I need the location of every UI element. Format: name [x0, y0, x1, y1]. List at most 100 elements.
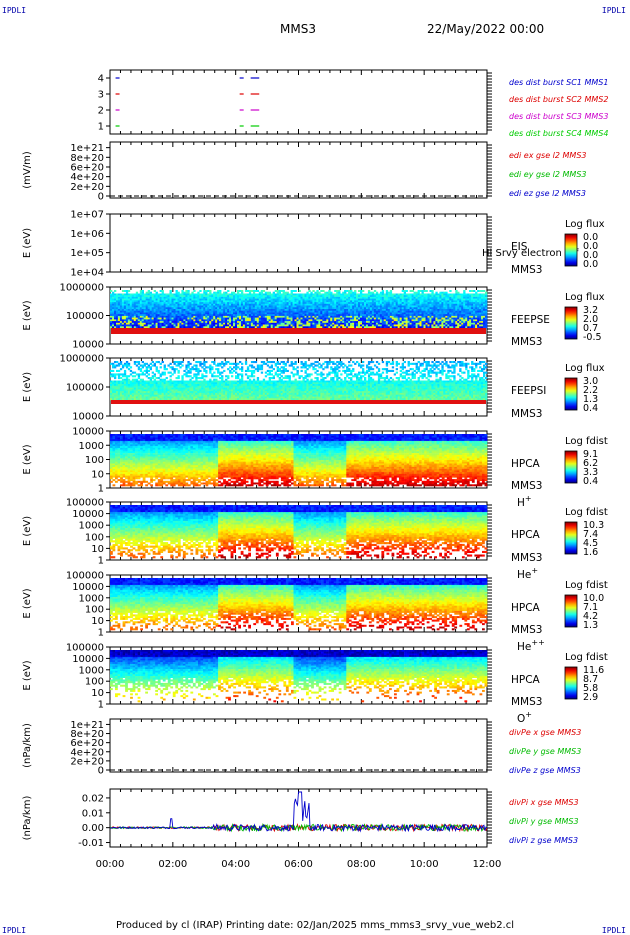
- spectrogram-cell: [281, 318, 283, 320]
- spectrogram-cell: [481, 325, 483, 327]
- spectrogram-cell: [451, 299, 453, 301]
- spectrogram-cell: [334, 318, 336, 320]
- spectrogram: [110, 290, 487, 334]
- spectrogram-cell: [402, 299, 404, 301]
- spectrogram-cell: [475, 325, 477, 327]
- spectrogram-cell: [130, 381, 132, 383]
- spectrogram-cell: [130, 393, 132, 395]
- spectrogram-cell: [124, 290, 126, 292]
- spectrogram-cell: [301, 311, 303, 313]
- spectrogram-cell: [124, 373, 126, 375]
- spectrogram-cell: [453, 299, 455, 301]
- spectrogram-cell: [453, 318, 455, 320]
- spectrogram-cell: [412, 290, 414, 292]
- spectrogram-cell: [459, 318, 461, 320]
- spectrogram-cell: [326, 325, 328, 327]
- spectrogram-cell: [384, 299, 386, 301]
- spectrogram-cell: [152, 306, 154, 308]
- spectrogram-cell: [130, 384, 132, 386]
- spectrogram-cell: [451, 325, 453, 327]
- spectrogram-cell: [447, 311, 449, 313]
- spectrogram-cell: [181, 318, 183, 320]
- y-tick-label: 100000: [66, 311, 104, 322]
- spectrogram-cell: [134, 299, 136, 301]
- spectrogram-cell: [144, 306, 146, 308]
- spectrogram-cell: [310, 311, 312, 313]
- spectrogram-cell: [457, 318, 459, 320]
- spectrogram-cell: [257, 311, 259, 313]
- spectrogram-cell: [189, 311, 191, 313]
- spectrogram-cell: [235, 299, 237, 301]
- spectrogram-cell: [449, 290, 451, 292]
- spectrogram-cell: [199, 299, 201, 301]
- spectrogram-cell: [469, 311, 471, 313]
- spectrogram-cell: [118, 395, 120, 397]
- spectrogram-cell: [126, 379, 128, 381]
- spectrogram-cell: [336, 318, 338, 320]
- spectrogram-cell: [481, 311, 483, 313]
- spectrogram-cell: [247, 325, 249, 327]
- spectrogram-cell: [114, 318, 116, 320]
- spectrogram-cell: [338, 299, 340, 301]
- spectrogram-cell: [424, 290, 426, 292]
- spectrogram-cell: [295, 311, 297, 313]
- spectrogram-cell: [112, 370, 114, 372]
- spectrogram-cell: [451, 318, 453, 320]
- spectrogram-cell: [435, 306, 437, 308]
- spectrogram-cell: [320, 325, 322, 327]
- spectrogram-cell: [358, 325, 360, 327]
- spectrogram-cell: [249, 325, 251, 327]
- spectrogram-cell: [310, 299, 312, 301]
- spectrogram-cell: [179, 306, 181, 308]
- spectrogram-cell: [289, 306, 291, 308]
- spectrogram-cell: [132, 384, 134, 386]
- spectrogram-cell: [471, 325, 473, 327]
- spectrogram-cell: [334, 325, 336, 327]
- spectrogram-cell: [457, 306, 459, 308]
- spectrogram-cell: [114, 375, 116, 377]
- spectrogram-cell: [156, 306, 158, 308]
- spectrogram-cell: [426, 299, 428, 301]
- spectrogram-cell: [120, 393, 122, 395]
- spectrogram-cell: [443, 292, 445, 294]
- spectrogram-cell: [303, 325, 305, 327]
- spectrogram-cell: [158, 318, 160, 320]
- spectrogram-cell: [437, 318, 439, 320]
- spectrogram-cell: [281, 311, 283, 313]
- spectrogram-cell: [338, 318, 340, 320]
- spectrogram-cell: [269, 306, 271, 308]
- spectrogram-cell: [370, 318, 372, 320]
- spectrogram-cell: [187, 325, 189, 327]
- spectrogram-cell: [275, 306, 277, 308]
- spectrogram-cell: [295, 290, 297, 292]
- spectrogram-cell: [261, 318, 263, 320]
- spectrogram-cell: [211, 311, 213, 313]
- spectrogram-cell: [324, 311, 326, 313]
- spectrogram-cell: [247, 299, 249, 301]
- spectrogram-cell: [306, 318, 308, 320]
- spectrogram-cell: [110, 398, 112, 400]
- spectrogram-cell: [134, 393, 136, 395]
- legend-entry: edi ez gse l2 MMS3: [509, 189, 586, 198]
- spectrogram-cell: [114, 388, 116, 390]
- spectrogram-cell: [225, 292, 227, 294]
- spectrogram-cell: [420, 306, 422, 308]
- y-tick-label: 3: [98, 90, 104, 101]
- spectrogram-cell: [269, 299, 271, 301]
- spectrogram-cell: [158, 311, 160, 313]
- spectrogram-cell: [118, 365, 120, 367]
- spectrogram-cell: [273, 306, 275, 308]
- spectrogram-cell: [297, 299, 299, 301]
- y-axis-label: (mV/m): [22, 151, 33, 189]
- spectrogram-cell: [126, 366, 128, 368]
- spectrogram-cell: [259, 292, 261, 294]
- spectrogram-cell: [126, 306, 128, 308]
- overlay-label: Hi Srvy electron tof: [482, 248, 579, 259]
- spectrogram-cell: [174, 318, 176, 320]
- spectrogram-cell: [247, 318, 249, 320]
- spectrogram-cell: [431, 318, 433, 320]
- spectrogram-cell: [312, 306, 314, 308]
- spectrogram-cell: [465, 311, 467, 313]
- spectrogram-cell: [384, 306, 386, 308]
- spectrogram-cell: [122, 375, 124, 377]
